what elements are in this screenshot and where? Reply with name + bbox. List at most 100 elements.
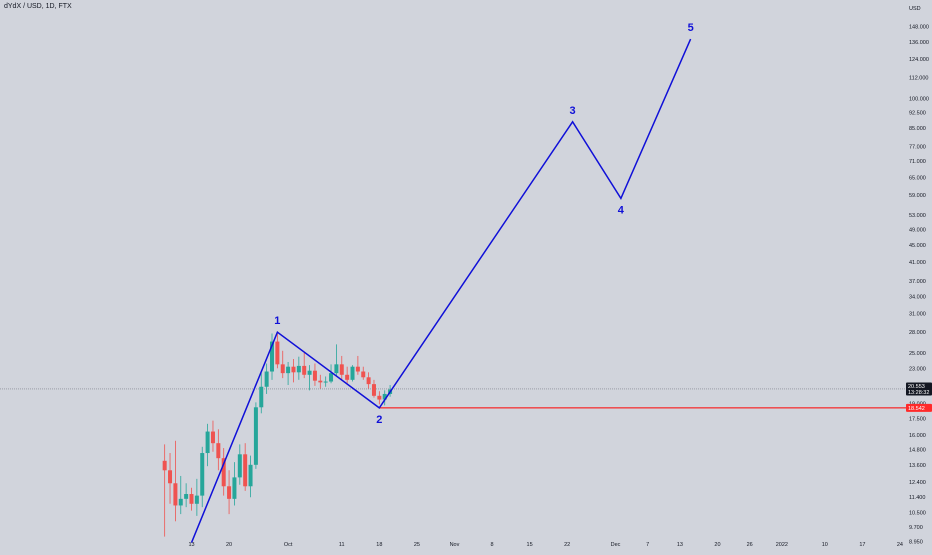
wave-label: 4 [618,204,625,216]
candle-body [371,384,376,396]
price-tick-label: 10.500 [909,510,926,516]
candle[interactable] [339,355,344,380]
candle[interactable] [371,379,376,398]
time-tick-label: 8 [491,542,494,548]
candle-body [350,366,355,380]
candle[interactable] [323,376,328,387]
time-tick-label: 15 [527,542,533,548]
price-tick-label: 11.400 [909,495,925,501]
candle[interactable] [243,443,248,491]
candle-body [329,373,334,382]
candle[interactable] [270,333,275,380]
candle[interactable] [275,332,280,369]
wave-label: 2 [376,414,382,426]
time-tick-label: 25 [414,542,420,548]
price-tick-label: 136.000 [909,40,929,46]
price-tick-label: 13.600 [909,463,926,469]
price-tick-label: 25.000 [909,351,926,357]
price-tick-label: 8.950 [909,540,923,546]
candle-body [243,454,248,487]
candle[interactable] [312,363,317,386]
price-tick-label: 31.000 [909,311,926,317]
candle[interactable] [173,440,178,522]
current-price-value: 20.553 [908,384,925,390]
candle[interactable] [280,350,285,379]
price-tick-label: 100.000 [909,96,929,102]
candle[interactable] [168,453,173,504]
candle[interactable] [302,352,307,379]
time-axis[interactable]: 13 20 Oct 11 18 25 Nov 8 15 22 Dec 7 13 20 26 2022 10 17 2… [188,542,903,548]
support-price-badge[interactable]: 18.542 [906,403,932,412]
price-tick-label: 124.000 [909,57,929,63]
time-tick-label: Oct [284,542,293,548]
candle-body [259,386,264,408]
price-tick-label: 17.500 [909,416,926,422]
candle[interactable] [259,373,264,414]
candle-body [184,494,189,499]
candle[interactable] [296,356,301,380]
candle[interactable] [237,444,242,485]
candle[interactable] [184,483,189,508]
time-tick-label: 26 [747,542,753,548]
candle-body [334,364,339,374]
candle[interactable] [307,365,312,391]
candle-body [318,380,323,383]
candle[interactable] [253,402,258,469]
candle[interactable] [227,470,232,515]
wave-label: 1 [274,315,280,327]
candle[interactable] [361,366,366,380]
candle[interactable] [264,363,269,394]
candle[interactable] [286,362,291,385]
candle[interactable] [232,462,237,506]
time-tick-label: 2022 [776,542,788,548]
candle[interactable] [162,444,167,537]
candle[interactable] [382,390,387,406]
candle[interactable] [205,423,210,467]
wave-path[interactable] [190,38,692,543]
candle-body [237,454,242,478]
candle[interactable] [318,374,323,389]
candle[interactable] [216,429,221,471]
candle-body [345,374,350,380]
time-tick-label: 18 [376,542,382,548]
candle-body [194,495,199,504]
candle-body [286,366,291,374]
candle-body [323,381,328,383]
wave-label: 3 [569,105,575,117]
candle-body [248,464,253,487]
candle[interactable] [210,420,215,452]
candle[interactable] [366,372,371,389]
price-tick-label: 59.000 [909,193,926,199]
candle[interactable] [329,364,334,384]
candle[interactable] [377,391,382,405]
candle-body [216,443,221,459]
candle[interactable] [248,455,253,498]
candle[interactable] [189,487,194,511]
candle[interactable] [334,344,339,377]
price-tick-label: 16.000 [909,433,926,439]
candle[interactable] [345,366,350,384]
candle[interactable] [178,475,183,515]
candle-body [296,365,301,373]
price-axis[interactable]: USD 148.000 136.000 124.000 112.000 100.000 92… [906,0,932,550]
candle[interactable] [221,448,226,496]
candle-body [253,407,258,465]
current-price-badge-bg [906,382,932,396]
candle-body [302,365,307,375]
candle[interactable] [200,446,205,508]
candle[interactable] [350,365,355,382]
time-tick-label: 24 [897,542,903,548]
candle-body [339,364,344,375]
candle[interactable] [194,478,199,516]
candle[interactable] [355,355,360,375]
price-tick-label: 92.500 [909,111,926,117]
candle-body [280,364,285,374]
candle-body [173,483,178,506]
price-tick-label: 45.000 [909,243,926,249]
candle[interactable] [291,358,296,383]
candle-body [189,494,194,504]
